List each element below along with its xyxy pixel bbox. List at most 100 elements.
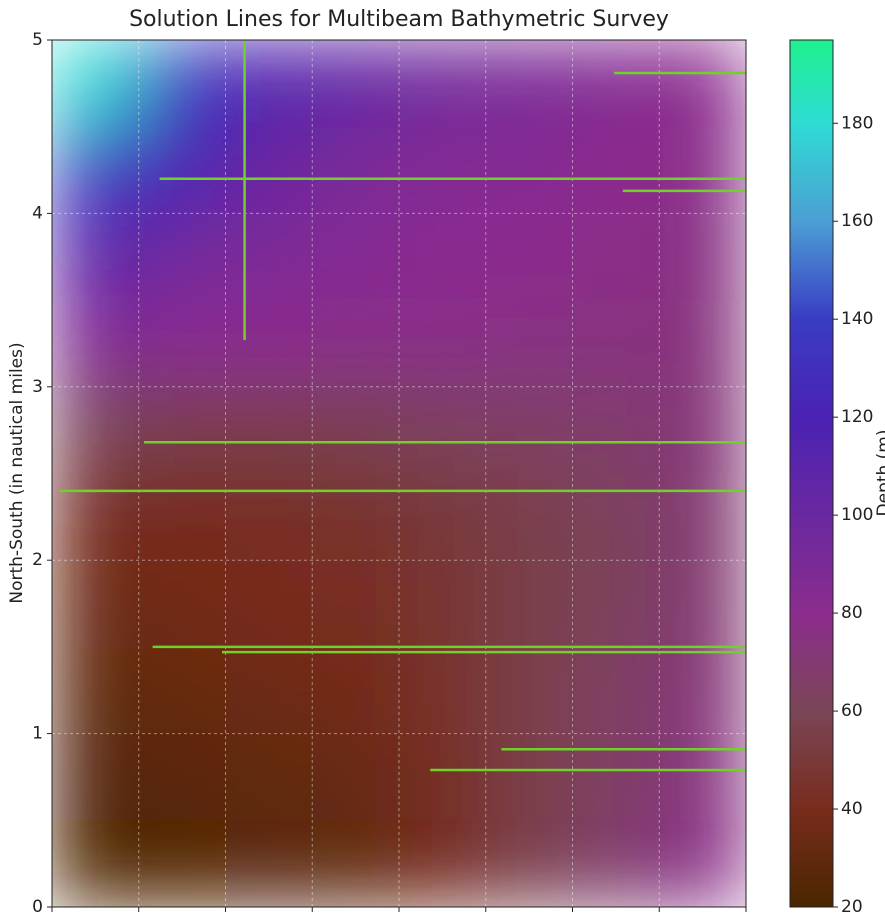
heat-cell <box>572 473 660 561</box>
heat-cell <box>485 819 573 907</box>
heat-cell <box>485 559 573 648</box>
heat-cell <box>658 473 746 561</box>
colorbar-tick-label: 120 <box>841 407 873 427</box>
heat-cell <box>398 646 487 735</box>
heat-cell <box>398 299 487 388</box>
heat-cell <box>138 126 226 214</box>
heat-cell <box>572 819 660 907</box>
colorbar-tick-label: 180 <box>841 113 873 133</box>
heat-cell <box>658 646 746 735</box>
heat-cell <box>225 40 313 128</box>
heat-cell <box>52 40 140 128</box>
chart-title: Solution Lines for Multibeam Bathymetric… <box>129 7 669 32</box>
heat-cell <box>485 212 573 301</box>
y-tick-label: 2 <box>32 550 43 570</box>
heat-cell <box>52 386 140 474</box>
heatmap-cells <box>52 40 746 907</box>
heat-cell <box>311 299 400 388</box>
heat-cell <box>658 386 746 474</box>
heat-cell <box>398 733 487 821</box>
y-tick-label: 3 <box>32 377 43 397</box>
heat-cell <box>225 299 313 388</box>
heat-cell <box>52 559 140 648</box>
heat-cell <box>658 126 746 214</box>
heat-cell <box>138 212 226 301</box>
heat-cell <box>485 40 573 128</box>
heat-cell <box>311 473 400 561</box>
heat-cell <box>398 212 487 301</box>
heat-cell <box>572 126 660 214</box>
colorbar-tick-label: 100 <box>841 505 873 525</box>
heat-cell <box>225 646 313 735</box>
heat-cell <box>572 646 660 735</box>
heat-cell <box>485 473 573 561</box>
y-tick-label: 1 <box>32 724 43 744</box>
heat-cell <box>138 473 226 561</box>
axes: 0 1 2 3 4 5 20 40 60 80 100 120 140 160 180 <box>32 30 873 913</box>
colorbar-tick-label: 40 <box>841 799 863 819</box>
heat-cell <box>311 386 400 474</box>
heat-cell <box>485 733 573 821</box>
heat-cell <box>52 126 140 214</box>
heat-cell <box>225 473 313 561</box>
heat-cell <box>658 559 746 648</box>
heat-cell <box>311 212 400 301</box>
heat-cell <box>485 126 573 214</box>
heat-cell <box>225 126 313 214</box>
solution-lines <box>58 40 746 772</box>
heat-cell <box>311 646 400 735</box>
heat-cell <box>658 212 746 301</box>
heat-cell <box>398 819 487 907</box>
heat-cell <box>658 733 746 821</box>
heat-cell <box>572 40 660 128</box>
heat-cell <box>225 559 313 648</box>
heat-cell <box>398 40 487 128</box>
plot-frame <box>51 39 747 908</box>
heat-cell <box>52 473 140 561</box>
colorbar-tick-label: 140 <box>841 309 873 329</box>
heat-cell <box>138 733 226 821</box>
heat-cell <box>572 559 660 648</box>
heat-cell <box>311 559 400 648</box>
heat-cell <box>485 386 573 474</box>
heat-cell <box>311 733 400 821</box>
colorbar <box>789 39 834 908</box>
heat-cell <box>398 473 487 561</box>
heat-cell <box>485 646 573 735</box>
heat-cell <box>572 212 660 301</box>
heat-cell <box>52 819 140 907</box>
heat-cell <box>138 646 226 735</box>
y-axis-label: North-South (in nautical miles) <box>7 342 27 603</box>
heat-cell <box>658 819 746 907</box>
heat-cell <box>311 40 400 128</box>
colorbar-tick-label: 160 <box>841 211 873 231</box>
colorbar-label: Depth (m) <box>874 429 885 516</box>
heat-cell <box>52 733 140 821</box>
heat-cell <box>311 819 400 907</box>
heat-cell <box>138 299 226 388</box>
heat-cell <box>225 733 313 821</box>
heat-cell <box>225 212 313 301</box>
heat-cell <box>138 559 226 648</box>
heat-cell <box>225 819 313 907</box>
heat-cell <box>52 646 140 735</box>
heat-cell <box>572 733 660 821</box>
y-tick-label: 0 <box>32 897 43 913</box>
heat-cell <box>572 386 660 474</box>
heat-cell <box>138 40 226 128</box>
heat-cell <box>311 126 400 214</box>
heat-cell <box>52 212 140 301</box>
heatmap <box>52 40 746 907</box>
heat-cell <box>485 299 573 388</box>
heat-cell <box>398 559 487 648</box>
heat-cell <box>225 386 313 474</box>
heat-cell <box>138 819 226 907</box>
heat-cell <box>138 386 226 474</box>
y-tick-label: 4 <box>32 203 43 223</box>
heat-cell <box>52 299 140 388</box>
heat-cell <box>398 386 487 474</box>
heat-cell <box>658 40 746 128</box>
colorbar-tick-label: 20 <box>841 897 863 913</box>
colorbar-tick-label: 60 <box>841 701 863 721</box>
